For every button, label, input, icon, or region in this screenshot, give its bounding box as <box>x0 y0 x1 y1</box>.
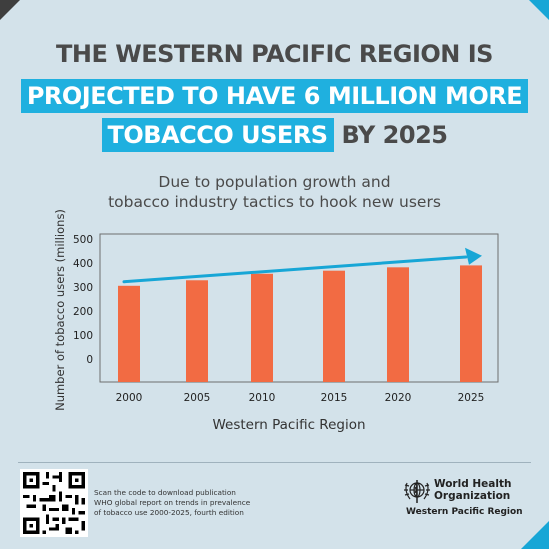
bar <box>118 285 140 382</box>
plot-frame <box>99 233 499 383</box>
bar <box>323 270 345 382</box>
x-tick-label: 2000 <box>116 392 143 404</box>
who-region-name: Western Pacific Region <box>406 507 523 517</box>
y-tick-label: 100 <box>73 330 93 342</box>
corner-decoration-top-left <box>0 0 20 20</box>
headline-highlight-1: PROJECTED TO HAVE 6 MILLION MORE <box>20 79 529 113</box>
who-name-line-2: Organization <box>434 490 511 502</box>
y-tick-label: 400 <box>73 258 93 270</box>
corner-decoration-bottom-right <box>521 521 549 549</box>
who-name: World Health Organization <box>434 478 511 502</box>
x-tick-label: 2015 <box>321 392 348 404</box>
bar <box>251 273 273 382</box>
y-tick-label: 500 <box>73 234 93 246</box>
trend-arrow-line <box>122 255 468 284</box>
scan-instructions: Scan the code to download publication WH… <box>94 488 250 518</box>
trend-arrow-head <box>465 247 482 265</box>
who-name-line-1: World Health <box>434 478 512 490</box>
qr-code-icon[interactable] <box>20 469 88 537</box>
y-axis-label: Number of tobacco users (millions) <box>53 209 67 411</box>
x-tick-label: 2020 <box>385 392 412 404</box>
x-tick-label: 2010 <box>249 392 276 404</box>
who-logo-block: World Health Organization Western Pacifi… <box>400 475 530 525</box>
x-axis-label: Western Pacific Region <box>212 417 365 433</box>
x-tick-label: 2005 <box>184 392 211 404</box>
y-tick-label: 200 <box>73 306 93 318</box>
scan-line-1: Scan the code to download publication <box>94 488 236 497</box>
subtitle-line-2: tobacco industry tactics to hook new use… <box>108 193 441 211</box>
footer-divider <box>18 462 531 463</box>
bar <box>186 280 208 382</box>
headline-line-3: TOBACCO USERS BY 2025 <box>0 118 549 152</box>
x-tick-label: 2025 <box>458 392 485 404</box>
headline-highlight-2: TOBACCO USERS <box>101 118 334 152</box>
y-tick-label: 0 <box>86 354 93 366</box>
corner-decoration-top-right <box>529 0 549 20</box>
headline-line-2: PROJECTED TO HAVE 6 MILLION MORE <box>0 79 549 113</box>
headline-line-1: THE WESTERN PACIFIC REGION IS <box>56 40 493 68</box>
bar <box>460 265 482 382</box>
bar <box>387 267 409 382</box>
who-emblem-icon <box>404 480 430 503</box>
subtitle-line-1: Due to population growth and <box>158 173 391 191</box>
scan-line-2: WHO global report on trends in prevalenc… <box>94 498 251 507</box>
scan-line-3: of tobacco use 2000-2025, fourth edition <box>94 508 244 517</box>
headline-line-3-rest: BY 2025 <box>333 121 448 149</box>
y-tick-label: 300 <box>73 282 93 294</box>
